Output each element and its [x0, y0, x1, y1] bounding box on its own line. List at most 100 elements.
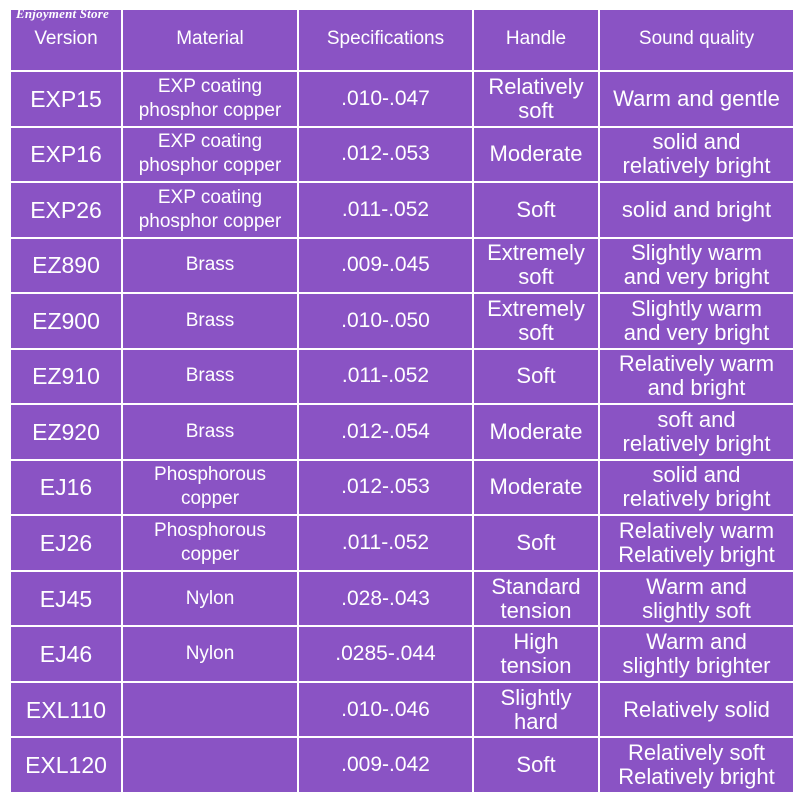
- cell-material-line: Brass: [185, 309, 235, 331]
- cell-material-line: phosphor copper: [138, 155, 282, 177]
- cell-handle-line: Moderate: [489, 474, 583, 500]
- cell-sound-quality: Warm and slightly soft: [600, 571, 793, 626]
- cell-material-line: Phosphorous: [154, 464, 266, 486]
- table-row: EZ920 Brass .012-.054 Moderate soft and relat…: [11, 405, 793, 459]
- cell-sound-quality: Warm and gentle: [600, 72, 793, 126]
- cell-sound-quality: Relatively warm Relatively bright: [600, 516, 793, 570]
- cell-material: [123, 738, 297, 792]
- cell-version: EJ26: [11, 516, 121, 570]
- cell-handle: Moderate: [474, 460, 598, 515]
- cell-material: Nylon: [123, 627, 297, 681]
- cell-material: EXP coating phosphor copper: [123, 127, 297, 182]
- cell-material: Brass: [123, 349, 297, 404]
- cell-sound-quality-line: Relatively warm: [618, 518, 775, 544]
- cell-version: EXP16: [11, 127, 121, 182]
- cell-material-line: Nylon: [185, 643, 235, 665]
- cell-material-line: EXP coating: [157, 131, 263, 153]
- cell-handle-line: Extremely: [487, 240, 585, 266]
- cell-handle-line: Moderate: [489, 418, 583, 444]
- header-row: Version Material Specifications Handle S…: [11, 10, 793, 70]
- cell-material: [123, 682, 297, 737]
- cell-specifications: .010-.046: [299, 682, 472, 737]
- header-specifications: Specifications: [299, 10, 472, 70]
- cell-sound-quality: soft and relatively bright: [600, 405, 793, 459]
- cell-specifications: .028-.043: [299, 571, 472, 626]
- cell-handle: High tension: [474, 627, 598, 681]
- cell-sound-quality-line: slightly soft: [642, 597, 751, 623]
- cell-sound-quality-line: relatively bright: [622, 430, 771, 456]
- cell-material: Phosphorous copper: [123, 460, 297, 515]
- cell-specifications: .010-.050: [299, 294, 472, 348]
- cell-handle: Slightly hard: [474, 682, 598, 737]
- cell-material-line: copper: [180, 544, 240, 566]
- cell-handle-line: Soft: [516, 196, 556, 222]
- cell-version: EZ920: [11, 405, 121, 459]
- header-handle: Handle: [474, 10, 598, 70]
- cell-specifications: .011-.052: [299, 516, 472, 570]
- cell-handle-line: Soft: [516, 530, 556, 556]
- cell-specifications: .009-.042: [299, 738, 472, 792]
- cell-sound-quality-line: Relatively warm: [618, 351, 775, 377]
- cell-sound-quality-line: and very bright: [623, 319, 770, 345]
- cell-version: EZ900: [11, 294, 121, 348]
- cell-specifications: .010-.047: [299, 72, 472, 126]
- cell-material: Brass: [123, 238, 297, 293]
- cell-sound-quality: Relatively warm and bright: [600, 349, 793, 404]
- cell-specifications: .012-.053: [299, 460, 472, 515]
- cell-material-line: Brass: [185, 254, 235, 276]
- cell-specifications: .011-.052: [299, 183, 472, 237]
- cell-material: Phosphorous copper: [123, 516, 297, 570]
- cell-sound-quality-line: soft and: [657, 406, 736, 432]
- cell-handle: Soft: [474, 516, 598, 570]
- cell-handle: Extremely soft: [474, 294, 598, 348]
- cell-handle-line: soft: [518, 97, 554, 123]
- cell-handle-line: Standard: [491, 573, 581, 599]
- cell-sound-quality-line: Warm and gentle: [613, 85, 780, 111]
- cell-material-line: Brass: [185, 365, 235, 387]
- cell-material-line: Nylon: [185, 587, 235, 609]
- cell-handle-line: Moderate: [489, 141, 583, 167]
- cell-version: EXL120: [11, 738, 121, 792]
- cell-sound-quality-line: Slightly warm: [631, 240, 762, 266]
- cell-handle: Moderate: [474, 405, 598, 459]
- cell-material-line: phosphor copper: [138, 99, 282, 121]
- cell-sound-quality: Warm and slightly brighter: [600, 627, 793, 681]
- header-sound-quality: Sound quality: [600, 10, 793, 70]
- cell-material: Brass: [123, 294, 297, 348]
- cell-sound-quality-line: and bright: [647, 375, 746, 401]
- cell-material: EXP coating phosphor copper: [123, 72, 297, 126]
- string-spec-table: Version Material Specifications Handle S…: [9, 8, 795, 794]
- cell-handle: Standard tension: [474, 571, 598, 626]
- cell-material-line: EXP coating: [157, 75, 263, 97]
- table-row: EXL110.010-.046 Slightly hard Relatively so…: [11, 682, 793, 737]
- header-material: Material: [123, 10, 297, 70]
- cell-sound-quality-line: Relatively bright: [618, 764, 775, 790]
- cell-specifications: .011-.052: [299, 349, 472, 404]
- cell-handle: Extremely soft: [474, 238, 598, 293]
- cell-handle: Soft: [474, 738, 598, 792]
- cell-handle-line: Relatively: [488, 73, 584, 99]
- cell-sound-quality: solid and bright: [600, 183, 793, 237]
- cell-material-line: Brass: [185, 420, 235, 442]
- cell-handle-line: tension: [500, 653, 572, 679]
- cell-handle: Relatively soft: [474, 72, 598, 126]
- cell-material-line: copper: [180, 488, 240, 510]
- cell-sound-quality: solid and relatively bright: [600, 127, 793, 182]
- cell-handle-line: soft: [518, 264, 554, 290]
- table-row: EJ16 Phosphorous copper .012-.053 Moderate so…: [11, 460, 793, 515]
- table-row: EJ45 Nylon .028-.043 Standard tension Warm an…: [11, 571, 793, 626]
- cell-sound-quality: Relatively soft Relatively bright: [600, 738, 793, 792]
- cell-version: EXP26: [11, 183, 121, 237]
- cell-version: EZ890: [11, 238, 121, 293]
- table-body: EXP15 EXP coating phosphor copper .010-.047…: [11, 72, 793, 792]
- cell-sound-quality-line: Relatively soft: [628, 740, 765, 766]
- cell-handle-line: soft: [518, 319, 554, 345]
- store-watermark: Enjoyment Store: [16, 6, 109, 21]
- cell-handle: Moderate: [474, 127, 598, 182]
- cell-specifications: .0285-.044: [299, 627, 472, 681]
- table-row: EJ26 Phosphorous copper .011-.052 Soft Relati…: [11, 516, 793, 570]
- table-row: EZ890 Brass .009-.045 Extremely soft Slightly…: [11, 238, 793, 293]
- table-row: EZ900 Brass .010-.050 Extremely soft Slightly…: [11, 294, 793, 348]
- cell-version: EJ16: [11, 460, 121, 515]
- cell-specifications: .009-.045: [299, 238, 472, 293]
